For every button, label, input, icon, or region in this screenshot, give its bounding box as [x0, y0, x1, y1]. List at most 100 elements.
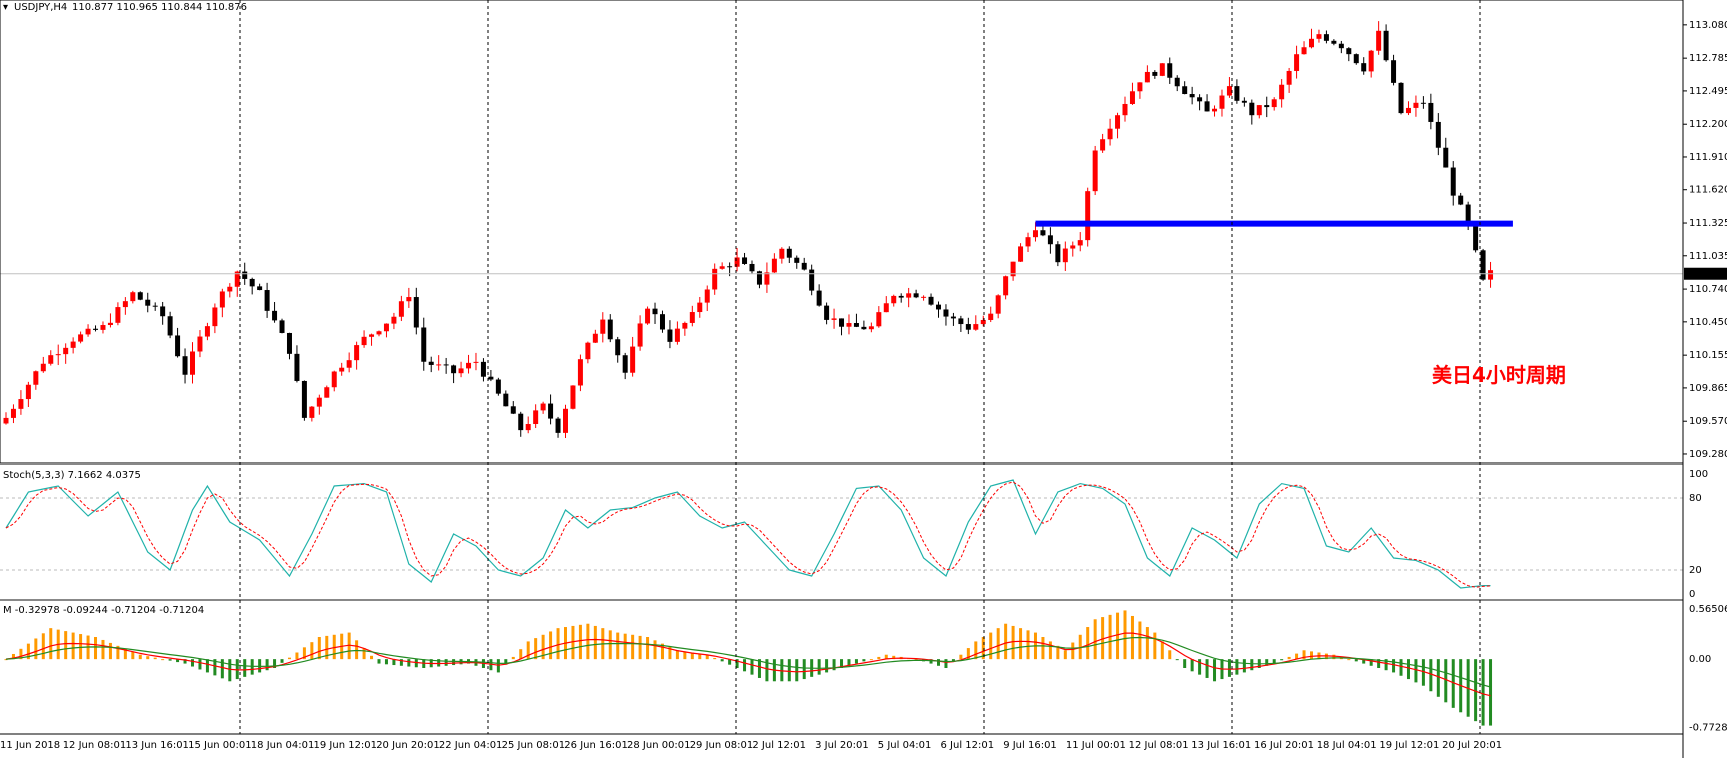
candle-body	[883, 303, 889, 313]
candle-body	[742, 257, 748, 264]
macd-histogram-bar	[578, 624, 582, 660]
candle-body	[1174, 77, 1180, 87]
macd-histogram-bar	[325, 635, 329, 660]
header-triangle[interactable]: ▾	[3, 2, 8, 13]
candle-body	[33, 371, 39, 385]
macd-histogram-bar	[1369, 659, 1373, 666]
macd-histogram-bar	[1287, 656, 1291, 660]
candle-body	[1159, 63, 1165, 76]
macd-histogram-bar	[1242, 659, 1246, 673]
macd-histogram-bar	[317, 637, 321, 660]
candle-body	[816, 290, 822, 306]
candle-body	[1122, 103, 1128, 116]
macd-histogram-bar	[892, 655, 896, 660]
candle-body	[145, 299, 151, 306]
candle-body	[1212, 108, 1218, 112]
candle-body	[794, 257, 800, 263]
macd-histogram-bar	[332, 634, 336, 660]
candle-body	[1435, 121, 1441, 148]
candle-body	[727, 266, 733, 268]
macd-histogram-bar	[79, 634, 83, 660]
candle-body	[1271, 99, 1277, 108]
candle-body	[1353, 54, 1359, 64]
candle-body	[1323, 34, 1329, 41]
candle-body	[1383, 30, 1389, 61]
candle-body	[868, 326, 874, 330]
macd-histogram-bar	[94, 637, 98, 660]
macd-histogram-bar	[1272, 659, 1276, 664]
price-tick-label: 110.740	[1689, 284, 1727, 295]
price-tick-label: 111.620	[1689, 185, 1727, 196]
macd-histogram-bar	[877, 656, 881, 660]
time-tick-label: 15 Jun 00:01	[188, 740, 252, 751]
candle-body	[906, 293, 912, 298]
candle-body	[659, 314, 665, 330]
candle-body	[227, 286, 233, 292]
candle-body	[533, 410, 539, 425]
stoch-main-line	[5, 479, 1491, 589]
candle-body	[637, 323, 643, 347]
macd-histogram-bar	[1138, 621, 1142, 660]
macd-histogram-bar	[161, 659, 165, 661]
candle-body	[1279, 84, 1285, 100]
price-tick-label: 109.865	[1689, 383, 1727, 394]
candle-body	[861, 326, 867, 330]
candle-body	[480, 361, 486, 377]
candle-body	[406, 297, 412, 302]
macd-histogram-bar	[71, 632, 75, 660]
candle-body	[891, 295, 897, 304]
candle-body	[40, 363, 46, 372]
macd-tick-label: -0.77285	[1689, 723, 1727, 734]
candle-body	[383, 323, 389, 332]
candle-body	[503, 393, 509, 407]
macd-histogram-bar	[1227, 659, 1231, 677]
candle-body	[63, 347, 69, 355]
candle-body	[958, 318, 964, 325]
macd-histogram-bar	[176, 659, 180, 663]
candle-body	[1249, 102, 1255, 116]
candle-body	[85, 328, 91, 335]
macd-histogram-bar	[146, 656, 150, 660]
candle-body	[1234, 86, 1240, 101]
macd-histogram-bar	[437, 659, 441, 667]
candle-body	[339, 367, 345, 372]
macd-histogram-bar	[959, 654, 963, 660]
macd-histogram-bar	[123, 648, 127, 660]
candle-body	[1368, 50, 1374, 72]
candle-body	[1010, 261, 1016, 277]
time-tick-label: 19 Jun 12:01	[314, 740, 378, 751]
macd-histogram-bar	[101, 639, 105, 660]
macd-histogram-bar	[1399, 659, 1403, 676]
macd-histogram-bar	[220, 659, 224, 679]
time-tick-label: 16 Jul 20:01	[1254, 740, 1314, 751]
macd-histogram-bar	[884, 654, 888, 660]
macd-histogram-bar	[407, 659, 411, 667]
macd-histogram-bar	[235, 659, 239, 680]
candle-body	[18, 399, 24, 409]
candle-body	[1219, 95, 1225, 109]
macd-histogram-bar	[1123, 610, 1127, 660]
time-tick-label: 3 Jul 20:01	[815, 740, 869, 751]
macd-histogram-bar	[258, 659, 262, 673]
macd-histogram-bar	[116, 645, 120, 660]
macd-histogram-bar	[1101, 617, 1105, 660]
candle-body	[249, 278, 255, 287]
candle-body	[1115, 115, 1121, 129]
macd-histogram-bar	[951, 659, 955, 662]
macd-histogram-bar	[108, 642, 112, 660]
macd-histogram-bar	[1406, 659, 1410, 680]
candle-body	[592, 333, 598, 343]
macd-histogram-bar	[1347, 659, 1351, 661]
time-tick-label: 2 Jul 12:01	[752, 740, 806, 751]
candle-body	[876, 312, 882, 327]
candle-body	[1055, 244, 1061, 263]
macd-histogram-bar	[765, 659, 769, 682]
candle-body	[577, 359, 583, 386]
macd-histogram-bar	[750, 659, 754, 675]
stoch-tick-label: 80	[1689, 493, 1702, 504]
candle-body	[152, 305, 158, 307]
macd-histogram-bar	[153, 657, 157, 660]
macd-histogram-bar	[213, 659, 217, 676]
macd-histogram-bar	[295, 652, 299, 660]
